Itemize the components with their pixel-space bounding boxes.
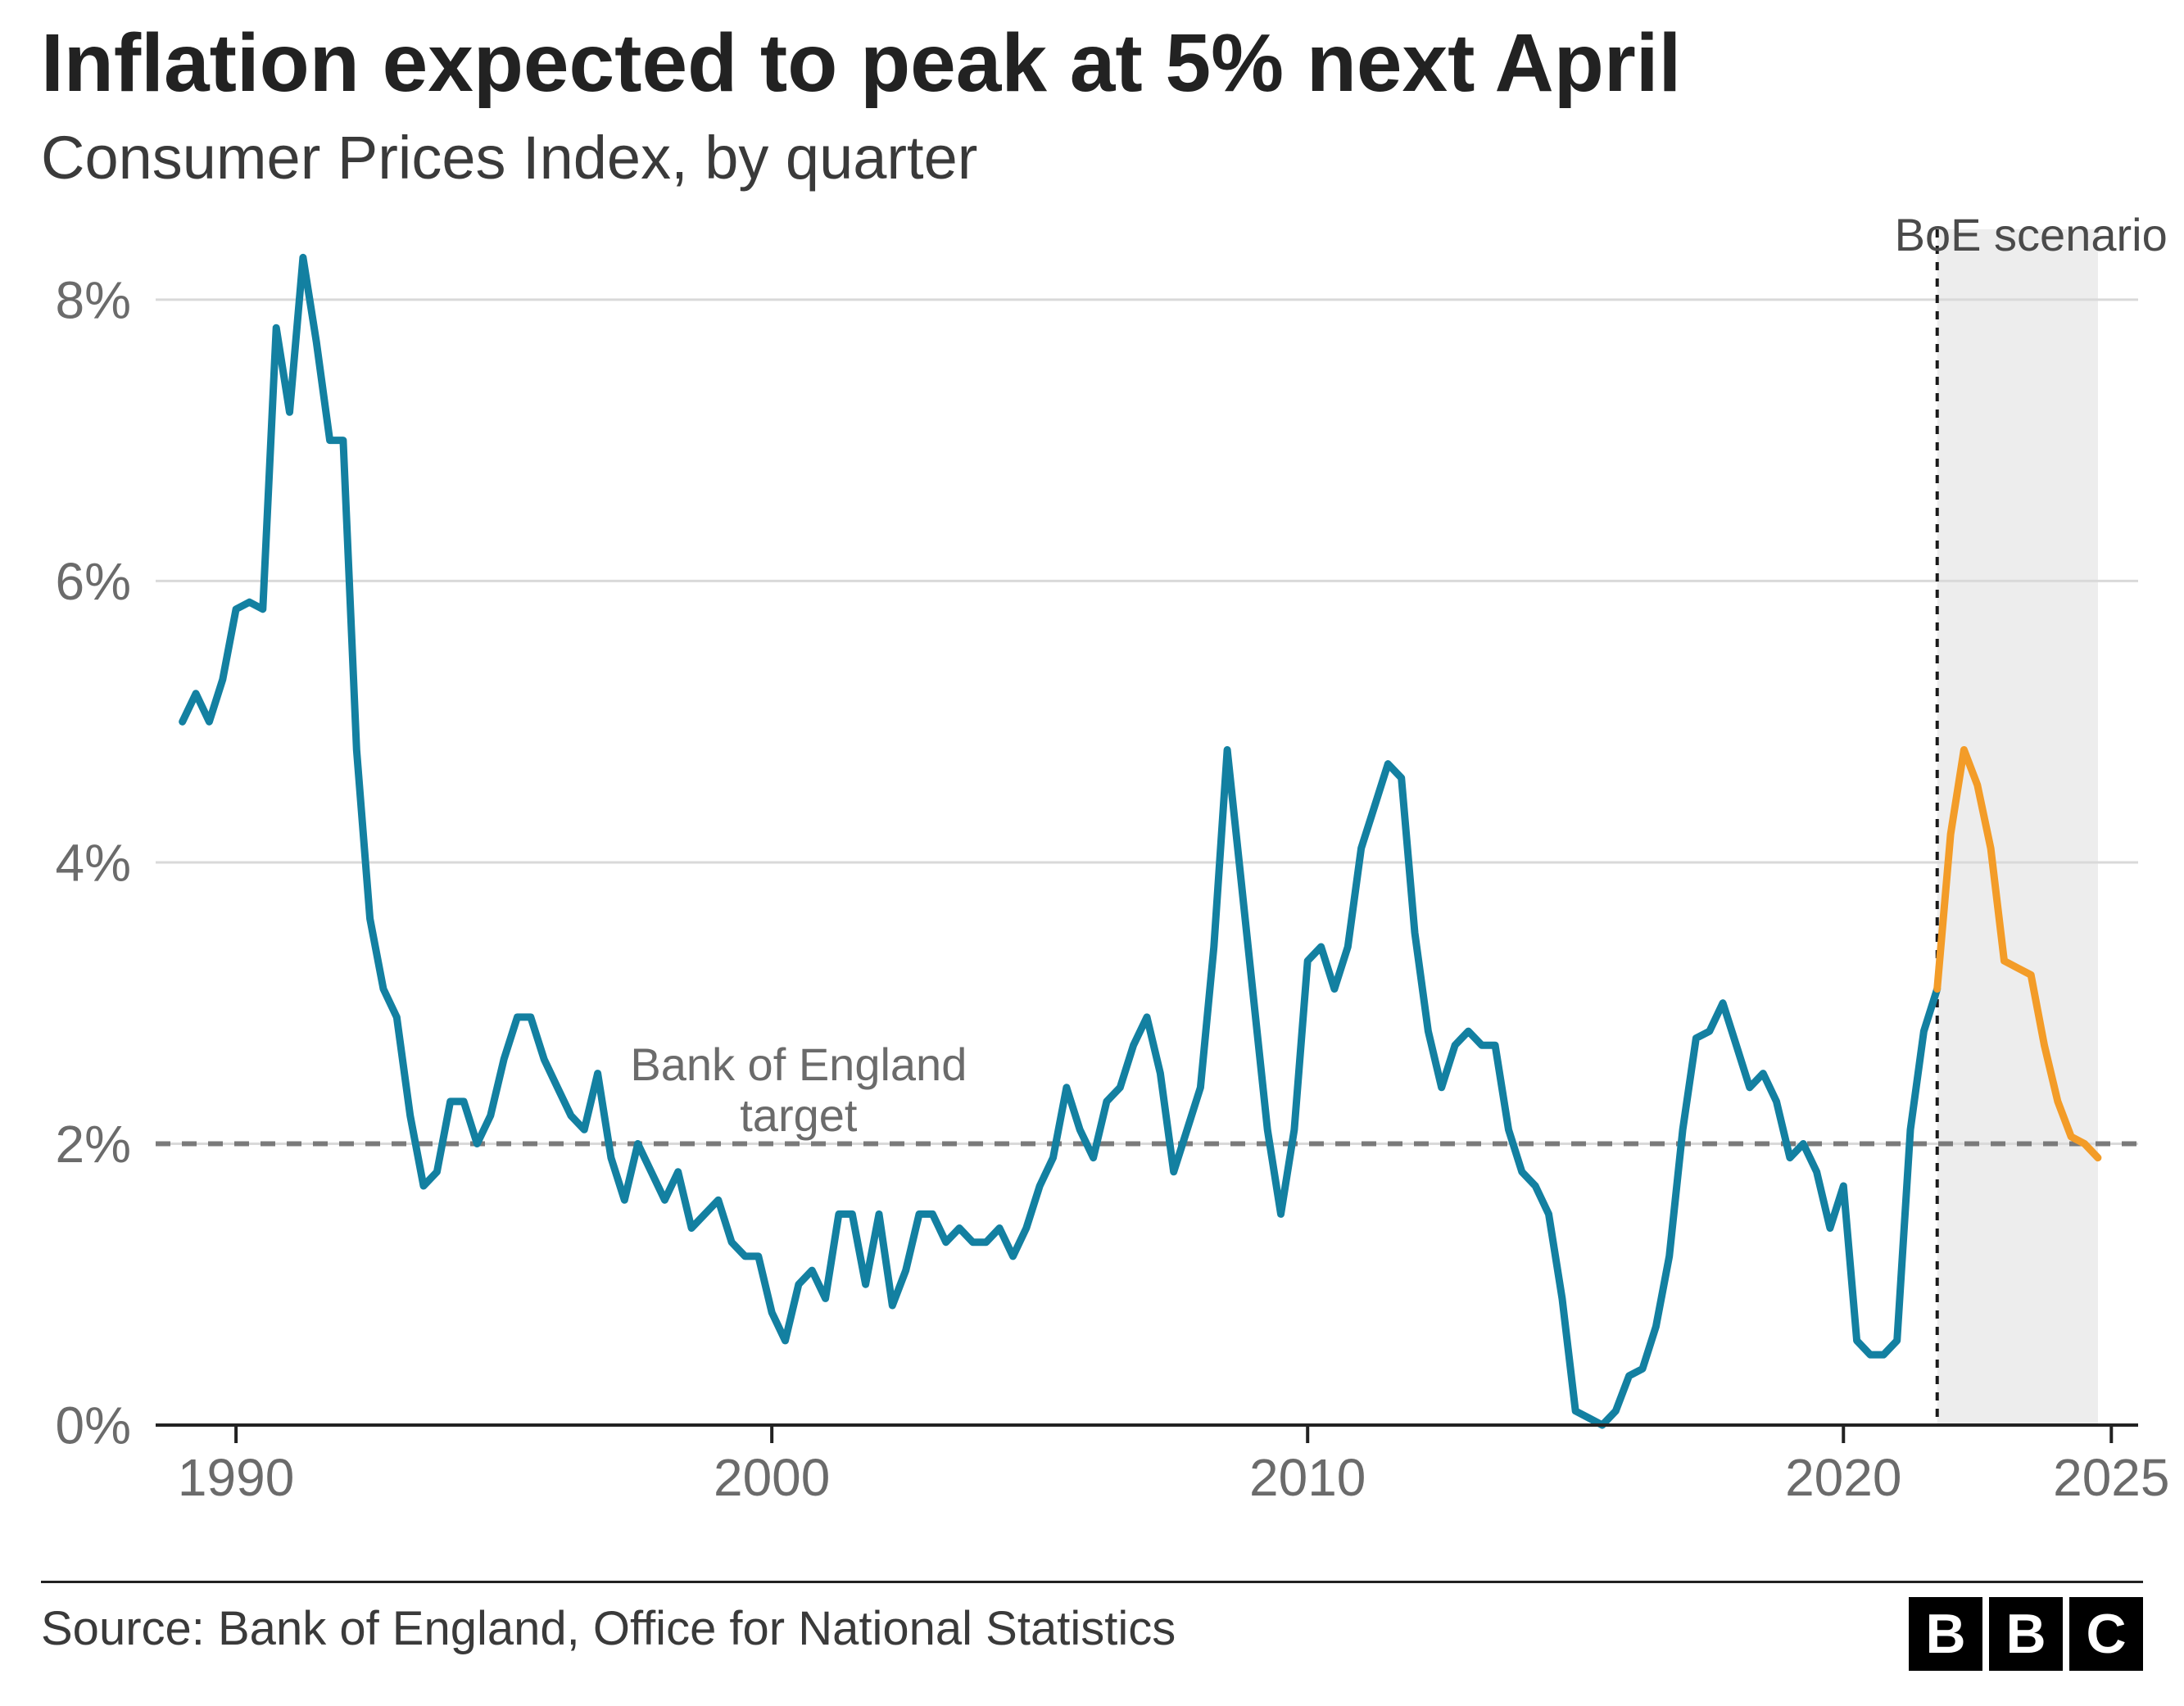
y-tick-label: 8%: [56, 270, 132, 329]
x-tick-label: 2025: [2053, 1448, 2169, 1507]
y-tick-label: 6%: [56, 552, 132, 611]
x-tick-label: 2020: [1785, 1448, 1901, 1507]
chart-area: 0% 2% 4% 6% 8% Bank of Englandtarget BoE scena…: [0, 205, 2184, 1548]
footer-divider: [41, 1581, 2143, 1583]
bbc-block-c: C: [2069, 1597, 2143, 1671]
infographic-container: Inflation expected to peak at 5% next Ap…: [0, 0, 2184, 1706]
y-tick-label: 2%: [56, 1115, 132, 1174]
y-tick-label: 0%: [56, 1396, 132, 1455]
bbc-block-b1: B: [1909, 1597, 1982, 1671]
target-line-label: target: [740, 1089, 858, 1141]
chart-title: Inflation expected to peak at 5% next Ap…: [41, 16, 1681, 111]
chart-subtitle: Consumer Prices Index, by quarter: [41, 123, 977, 192]
bbc-block-b2: B: [1989, 1597, 2063, 1671]
forecast-band: [1937, 229, 2098, 1425]
x-tick-label: 2010: [1249, 1448, 1366, 1507]
forecast-label: BoE scenario: [1895, 209, 2168, 260]
series-historic: [183, 257, 1937, 1425]
x-tick-label: 2000: [714, 1448, 830, 1507]
bbc-logo: B B C: [1909, 1597, 2143, 1671]
line-chart-svg: 0% 2% 4% 6% 8% Bank of Englandtarget BoE scena…: [0, 205, 2184, 1548]
target-line-label: Bank of England: [630, 1039, 967, 1090]
source-text: Source: Bank of England, Office for Nati…: [41, 1601, 1176, 1656]
y-tick-label: 4%: [56, 833, 132, 892]
x-tick-label: 1990: [178, 1448, 294, 1507]
